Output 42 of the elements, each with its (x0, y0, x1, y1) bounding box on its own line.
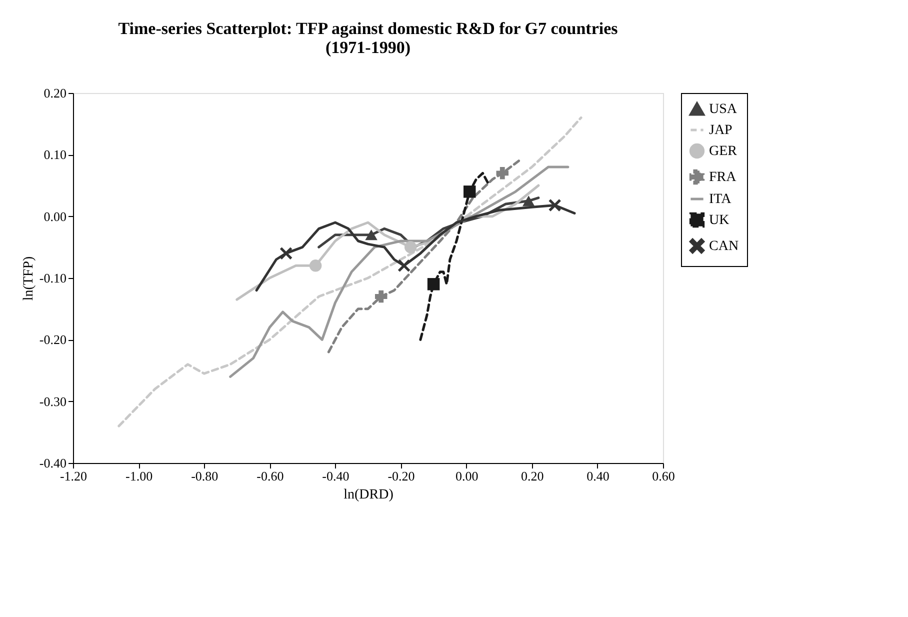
x-tick-label: -0.60 (256, 468, 284, 484)
line-series (419, 172, 491, 341)
x-tick-label: -0.40 (322, 468, 350, 484)
x-tick-label: -1.20 (60, 468, 88, 484)
y-tick-label: -0.30 (39, 394, 66, 409)
point (427, 278, 440, 290)
y-tick-label: 0.10 (44, 147, 66, 162)
x-tick-label: 0.20 (521, 468, 544, 484)
point (404, 241, 417, 254)
y-tick-label: 0.20 (44, 86, 66, 100)
point (280, 247, 292, 260)
point (374, 290, 388, 303)
y-tick-label: -0.40 (39, 456, 66, 470)
y-tick-label: -0.10 (39, 270, 66, 286)
legend-label: ITA (709, 192, 732, 207)
legend-label: FRA (709, 170, 738, 185)
x-tick-label: -0.20 (388, 468, 415, 484)
x-tick-label: 0.40 (586, 468, 610, 484)
point (522, 196, 535, 206)
x-tick-label: 0.00 (455, 468, 478, 484)
point (309, 260, 322, 272)
legend-label: GER (709, 144, 738, 159)
line-series (118, 116, 582, 428)
x-tick-label: -0.80 (191, 468, 218, 484)
point (463, 186, 476, 198)
point (365, 230, 378, 240)
chart-title: Time-series Scatterplot: TFP against domestic R&D for G7 countries (1971-1990) (118, 19, 618, 57)
legend-label: CAN (709, 239, 739, 254)
y-tick-label: -0.20 (39, 332, 66, 348)
legend-label: JAP (709, 123, 733, 138)
legend-label: USA (709, 102, 738, 117)
x-axis-title: ln(DRD) (344, 488, 394, 502)
point (548, 199, 561, 212)
y-tick-label: 0.00 (44, 208, 66, 224)
line-series (229, 166, 570, 378)
point (398, 260, 410, 272)
y-axis-title: ln(TFP) (21, 256, 36, 301)
legend-label: UK (709, 213, 730, 228)
x-tick-label: -1.00 (126, 468, 153, 484)
line-series (327, 160, 520, 354)
x-tick-label: 0.60 (652, 468, 675, 484)
point (496, 167, 509, 180)
